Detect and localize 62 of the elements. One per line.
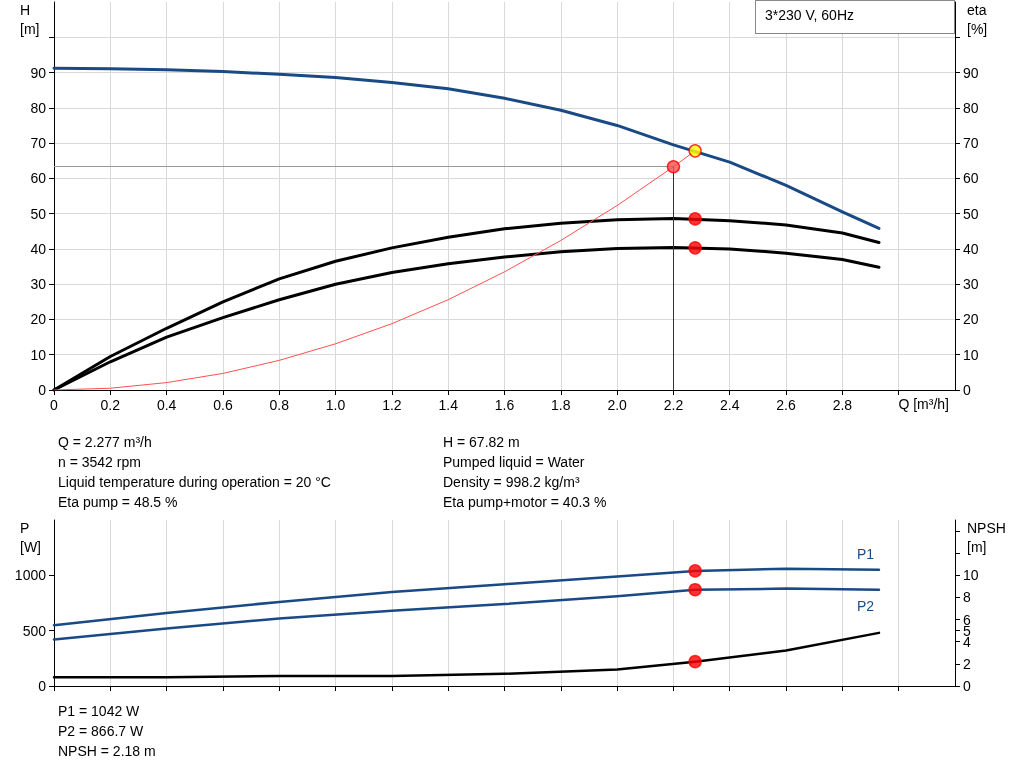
x-tick-label: 0.2 <box>100 397 121 413</box>
x-tick-label: 0.4 <box>156 397 177 413</box>
y2-tick-label: 2 <box>963 655 971 672</box>
text: Eta pump+motor = 40.3 % <box>443 493 607 510</box>
y2-tick-label: 0 <box>963 678 971 694</box>
y2-tick-label: 10 <box>963 567 979 584</box>
y-axis-title: H [m] <box>20 1 40 37</box>
y-tick-label: 80 <box>30 99 47 116</box>
y-tick-label: 1000 <box>14 567 47 584</box>
title-box: 3*230 V, 60Hz <box>755 0 955 34</box>
y-tick-label: 0 <box>38 678 47 694</box>
y-tick-label: 40 <box>30 240 47 257</box>
x-tick-label: 0.8 <box>269 397 290 413</box>
y-axis-title: P [W] <box>20 519 41 555</box>
y2-tick-label: 0 <box>963 382 971 398</box>
series-label: P2 <box>856 597 875 614</box>
y2-axis-title: eta [%] <box>967 1 988 37</box>
y-tick-label: 0 <box>38 382 47 398</box>
y2-tick-label: 90 <box>963 64 979 81</box>
y2-tick-label: 80 <box>963 99 979 116</box>
y-tick-label: 500 <box>22 622 47 639</box>
x-tick-label: 0 <box>50 397 59 413</box>
text: n = 3542 rpm <box>58 453 141 470</box>
text: Density = 998.2 kg/m³ <box>443 473 580 490</box>
y-tick-label: 90 <box>30 64 47 81</box>
y-tick-label: 30 <box>30 276 47 293</box>
line-series <box>52 66 881 230</box>
text: P2 = 866.7 W <box>58 722 144 739</box>
text: NPSH = 2.18 m <box>58 742 156 759</box>
x-tick-label: 2.4 <box>720 397 740 413</box>
y2-tick-label: 60 <box>963 170 979 187</box>
x-tick-label: 0.6 <box>213 397 233 413</box>
x-tick-label: 2.2 <box>663 397 684 413</box>
x-tick-label: 2.6 <box>776 397 796 413</box>
y2-tick-label: 40 <box>963 240 979 257</box>
x-tick-label: 1.6 <box>494 397 515 413</box>
y-tick-label: 50 <box>30 205 47 222</box>
text: Liquid temperature during operation = 20 °C <box>58 473 331 490</box>
series-label: P1 <box>856 545 875 562</box>
y2-tick-label: 8 <box>963 589 971 606</box>
text: Eta pump = 48.5 % <box>58 493 178 510</box>
x-tick-label: 2.8 <box>832 397 853 413</box>
text: Q = 2.277 m³/h <box>58 433 152 450</box>
y2-tick-label: 50 <box>963 205 979 222</box>
y-tick-label: 20 <box>30 311 47 328</box>
y2-tick-label: 20 <box>963 311 979 328</box>
y2-axis-title: NPSH [m] <box>967 519 1006 555</box>
x-axis-title: Q [m³/h] <box>898 396 949 412</box>
y-tick-label: 60 <box>30 170 47 187</box>
text: H = 67.82 m <box>443 433 520 450</box>
x-tick-label: 2.0 <box>607 397 628 413</box>
text: P1 = 1042 W <box>58 702 141 719</box>
x-tick-label: 1.8 <box>551 397 571 413</box>
y-tick-label: 70 <box>30 135 47 152</box>
y-tick-label: 10 <box>30 346 47 363</box>
y2-tick-label: 30 <box>963 276 979 293</box>
text: Pumped liquid = Water <box>443 453 585 470</box>
y2-tick-label: 10 <box>963 346 979 363</box>
x-tick-label: 1.4 <box>438 397 459 413</box>
y2-tick-label: 70 <box>963 135 979 152</box>
x-tick-label: 1.2 <box>382 397 402 413</box>
x-tick-label: 1.0 <box>325 397 346 413</box>
